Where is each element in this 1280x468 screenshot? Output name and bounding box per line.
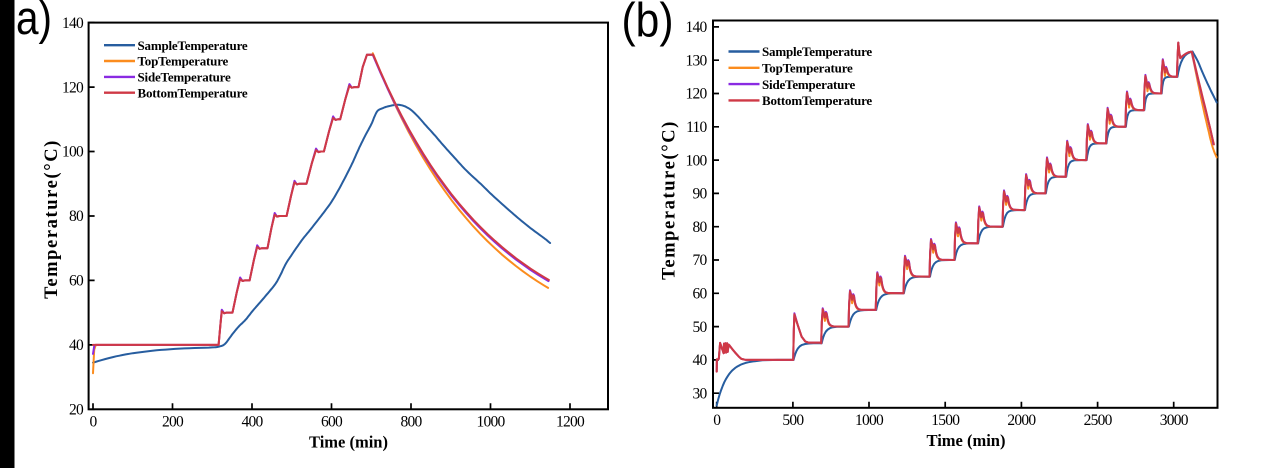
svg-text:90: 90 xyxy=(693,186,708,203)
svg-text:Temperature(°C): Temperature(°C) xyxy=(660,120,680,280)
svg-text:2000: 2000 xyxy=(1007,412,1036,429)
svg-text:SampleTemperature: SampleTemperature xyxy=(762,44,872,59)
svg-text:Temperature(°C): Temperature(°C) xyxy=(42,139,62,299)
svg-text:TopTemperature: TopTemperature xyxy=(762,61,853,76)
svg-text:BottomTemperature: BottomTemperature xyxy=(762,93,872,108)
svg-text:TopTemperature: TopTemperature xyxy=(138,54,229,69)
svg-text:1000: 1000 xyxy=(855,412,884,429)
svg-text:BottomTemperature: BottomTemperature xyxy=(138,85,248,100)
svg-text:600: 600 xyxy=(321,414,343,431)
svg-text:3000: 3000 xyxy=(1160,412,1189,429)
svg-text:100: 100 xyxy=(686,152,708,169)
svg-text:200: 200 xyxy=(162,414,184,431)
svg-text:110: 110 xyxy=(686,119,707,136)
svg-text:60: 60 xyxy=(693,286,708,303)
svg-text:140: 140 xyxy=(62,15,84,32)
svg-text:a): a) xyxy=(16,0,52,44)
svg-text:Time (min): Time (min) xyxy=(927,431,1006,450)
svg-text:40: 40 xyxy=(69,337,84,354)
svg-text:1200: 1200 xyxy=(556,414,585,431)
svg-text:30: 30 xyxy=(693,385,708,402)
svg-text:1500: 1500 xyxy=(931,412,960,429)
svg-text:SideTemperature: SideTemperature xyxy=(762,77,855,92)
svg-text:SideTemperature: SideTemperature xyxy=(138,70,231,85)
svg-text:50: 50 xyxy=(693,319,708,336)
svg-text:SampleTemperature: SampleTemperature xyxy=(138,38,248,53)
svg-text:40: 40 xyxy=(693,352,708,369)
svg-text:(b): (b) xyxy=(622,0,674,48)
svg-text:140: 140 xyxy=(686,19,708,36)
svg-text:500: 500 xyxy=(782,412,804,429)
svg-text:120: 120 xyxy=(686,86,708,103)
svg-text:Time (min): Time (min) xyxy=(309,433,388,452)
svg-text:80: 80 xyxy=(693,219,708,236)
svg-text:120: 120 xyxy=(62,79,84,96)
svg-text:800: 800 xyxy=(401,414,423,431)
svg-text:130: 130 xyxy=(686,52,708,69)
svg-text:400: 400 xyxy=(242,414,264,431)
svg-text:60: 60 xyxy=(69,273,84,290)
svg-text:0: 0 xyxy=(713,412,721,429)
svg-text:100: 100 xyxy=(62,144,84,161)
svg-text:80: 80 xyxy=(69,208,84,225)
svg-text:0: 0 xyxy=(90,414,98,431)
svg-text:2500: 2500 xyxy=(1084,412,1113,429)
svg-text:1000: 1000 xyxy=(477,414,506,431)
svg-text:20: 20 xyxy=(69,402,84,419)
svg-text:70: 70 xyxy=(693,252,708,269)
